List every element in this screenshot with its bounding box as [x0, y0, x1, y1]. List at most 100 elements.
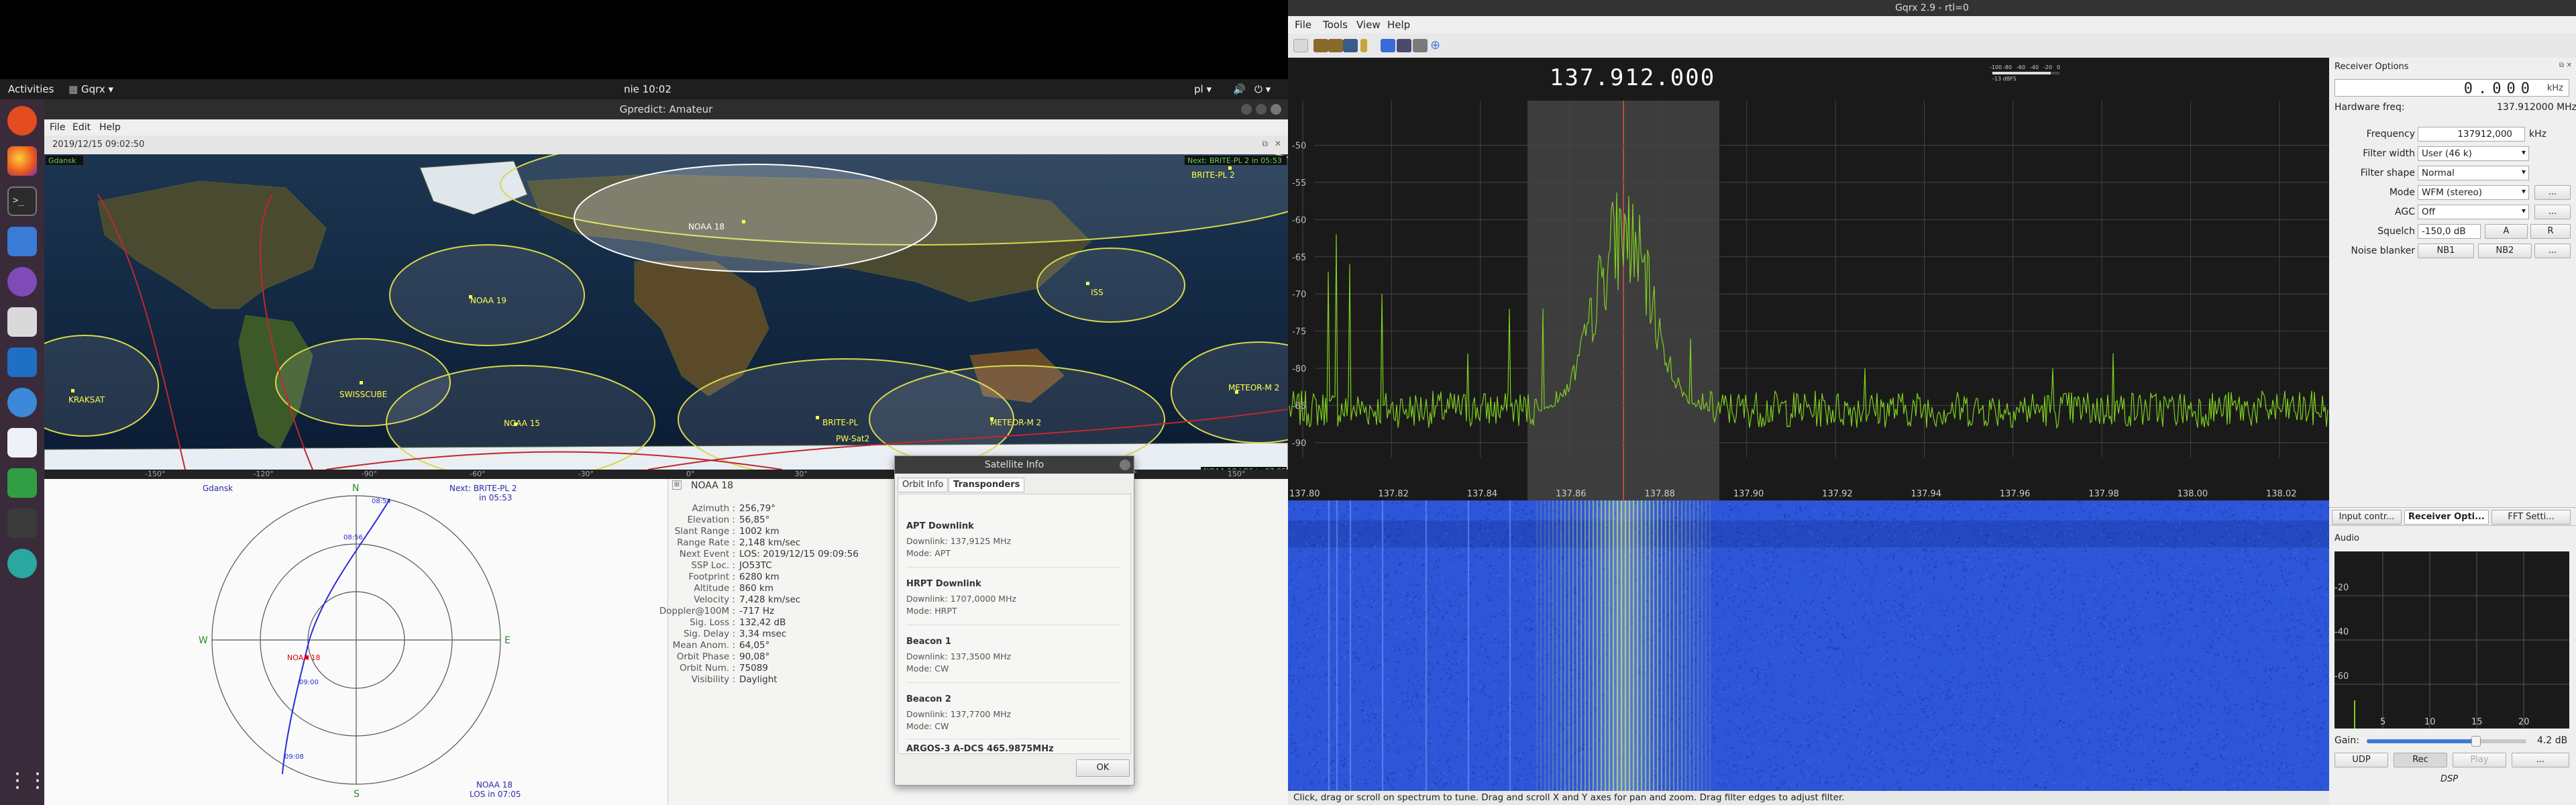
settings-icon[interactable] — [1413, 39, 1428, 52]
gpredict-titlebar: Gpredict: Amateur — [44, 99, 1288, 119]
nb2-button[interactable]: NB2 — [2478, 244, 2532, 258]
map-label-brite-pl: BRITE-PL — [822, 418, 859, 427]
gqrx-window: Gqrx 2.9 - rtl=0 File Tools View Help ⊕ … — [1288, 0, 2576, 805]
audio-options-button[interactable]: ... — [2512, 753, 2569, 767]
spectrum-plot[interactable]: 137.912.000 -100 -80 -60 -40 -20 0 -13 dBFS -… — [1288, 58, 2329, 500]
gqrx-menubar: File Tools View Help — [1288, 16, 2576, 34]
audio-x-tick: 20 — [2518, 717, 2530, 727]
minimize-icon[interactable] — [1241, 104, 1252, 115]
terminal-icon[interactable]: >_ — [7, 186, 37, 216]
map-qth-label: Gdansk — [48, 156, 76, 165]
tab-fft-settings[interactable]: FFT Setti... — [2491, 510, 2571, 525]
map-lon-tick: 150° — [1228, 470, 1246, 478]
maximize-icon[interactable] — [1256, 104, 1267, 115]
scope-icon[interactable] — [7, 347, 37, 377]
nb-options-button[interactable]: ... — [2534, 244, 2571, 258]
module-popout-icon[interactable]: ⧉ — [1262, 139, 1268, 148]
rec-button[interactable]: Rec — [2394, 753, 2447, 767]
menu-edit[interactable]: Edit — [72, 122, 91, 133]
transponder-downlink: Downlink: 137,9125 MHz — [906, 536, 1012, 546]
module-close-icon[interactable]: ✕ — [1274, 139, 1281, 148]
clock[interactable]: nie 10:02 — [624, 83, 672, 95]
mode-options-button[interactable]: ... — [2534, 185, 2571, 200]
power-icon[interactable]: ⏻ ▾ — [1254, 83, 1271, 95]
volume-icon[interactable]: 🔊 — [1233, 83, 1246, 95]
gain-label: Gain: — [2334, 735, 2359, 746]
gqrx-menu-view[interactable]: View — [1356, 19, 1381, 31]
spreadsheet-icon[interactable] — [7, 468, 37, 498]
squelch-reset-button[interactable]: R — [2530, 224, 2571, 239]
tab-transponders[interactable]: Transponders — [949, 478, 1025, 492]
gqrx-menu-file[interactable]: File — [1295, 19, 1312, 31]
gqrx-dock-icon[interactable] — [7, 508, 37, 538]
clock-app-icon[interactable] — [7, 388, 37, 417]
squelch-auto-button[interactable]: A — [2485, 224, 2528, 239]
sat-field-row: Altitude : 860 km — [581, 583, 773, 594]
gqrx-menu-help[interactable]: Help — [1387, 19, 1411, 31]
polar-view[interactable]: N S E W Gdansk Next: BRITE-PL 2 in 05:53… — [44, 479, 668, 805]
sat-field-row: Sig. Loss : 132,42 dB — [581, 617, 786, 628]
tab-input-controls[interactable]: Input contr... — [2332, 510, 2402, 525]
activities-button[interactable]: Activities — [8, 83, 54, 95]
play-button[interactable]: Play — [2453, 753, 2506, 767]
dsp-icon[interactable] — [1360, 39, 1367, 52]
power-toggle-icon[interactable] — [1293, 39, 1308, 52]
firefox-icon[interactable] — [7, 146, 37, 176]
footprint-brite-pl2 — [500, 154, 1288, 246]
gain-slider[interactable] — [2367, 736, 2526, 747]
sat-field-value: 256,79° — [739, 503, 775, 514]
frequency-display[interactable]: 137.912.000 — [1550, 64, 1716, 91]
dock-close-icon[interactable]: ✕ — [2566, 62, 2572, 69]
screenshot-icon[interactable] — [1397, 39, 1411, 52]
frequency-input[interactable]: 137912,000 — [2418, 127, 2525, 142]
db-tick-label: -55 — [1292, 178, 1306, 189]
waterfall[interactable] — [1288, 500, 2329, 791]
sat-field-key: Sig. Delay : — [683, 629, 735, 639]
frequency-unit: kHz — [2529, 129, 2546, 140]
sat-app-icon[interactable] — [7, 549, 37, 578]
document-icon[interactable] — [7, 428, 37, 458]
input-language[interactable]: pl ▾ — [1194, 83, 1212, 95]
transponder-mode: Mode: CW — [906, 663, 949, 674]
brave-icon[interactable] — [7, 106, 37, 136]
ground-tracks — [97, 194, 1288, 470]
mode-select[interactable]: WFM (stereo) — [2418, 185, 2529, 200]
map-label-pwsat2: PW-Sat2 — [836, 434, 869, 443]
map-next-event: Next: BRITE-PL 2 in 05:53 — [1187, 156, 1282, 165]
io-devices-icon[interactable] — [1381, 39, 1395, 52]
tab-receiver-options[interactable]: Receiver Opti... — [2404, 510, 2489, 525]
close-icon[interactable] — [1271, 104, 1281, 115]
squelch-input[interactable]: -150,0 dB — [2418, 224, 2481, 239]
sat-field-key: Next Event : — [679, 549, 735, 559]
nb1-button[interactable]: NB1 — [2418, 244, 2474, 258]
menu-help[interactable]: Help — [99, 122, 121, 133]
agc-options-button[interactable]: ... — [2534, 205, 2571, 219]
ok-button[interactable]: OK — [1076, 759, 1130, 777]
app-menu[interactable]: ▦ Gqrx ▾ — [68, 83, 114, 95]
agc-select[interactable]: Off — [2418, 205, 2529, 219]
sat-details-menu-icon[interactable]: ⊞ — [672, 480, 682, 490]
transponder-list: APT Downlink Downlink: 137,9125 MHz Mode… — [898, 494, 1131, 754]
open-recent-icon[interactable] — [1328, 39, 1343, 52]
open-icon[interactable] — [1313, 39, 1328, 52]
save-icon[interactable] — [1343, 39, 1358, 52]
files-icon[interactable] — [7, 307, 37, 337]
dock-float-icon[interactable]: ⧉ — [2559, 62, 2564, 69]
filter-shape-select[interactable]: Normal — [2418, 166, 2529, 180]
udp-button[interactable]: UDP — [2334, 753, 2388, 767]
sat-field-key: Mean Anom. : — [672, 640, 735, 651]
sat-field-key: Azimuth : — [692, 503, 735, 514]
audio-fft[interactable]: -20 -40 -60 5 10 15 20 — [2334, 551, 2569, 729]
show-apps-icon[interactable]: ⋮⋮ — [7, 769, 48, 792]
dialog-close-icon[interactable] — [1120, 460, 1130, 470]
crosshair-icon[interactable]: ⊕ — [1430, 38, 1441, 52]
tab-orbit-info[interactable]: Orbit Info — [898, 478, 949, 492]
world-map[interactable]: BRITE-PL 2 NOAA 18 NOAA 19 ISS KRAKSAT S… — [44, 154, 1288, 476]
menu-file[interactable]: File — [50, 122, 66, 133]
mail-icon[interactable] — [7, 227, 37, 256]
offset-display[interactable]: 0.000 kHz — [2334, 79, 2569, 97]
filter-width-select[interactable]: User (46 k) — [2418, 146, 2529, 161]
sat-field-value: 2,148 km/sec — [739, 537, 801, 548]
gqrx-menu-tools[interactable]: Tools — [1323, 19, 1348, 31]
emacs-icon[interactable] — [7, 267, 37, 297]
